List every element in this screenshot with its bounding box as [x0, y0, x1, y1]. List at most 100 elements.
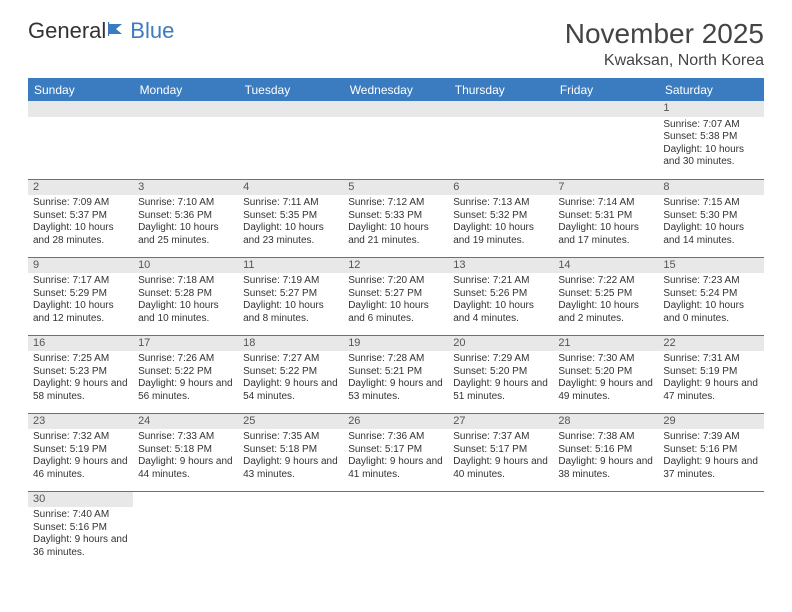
day-number: 26	[343, 414, 448, 430]
calendar-day-cell	[238, 491, 343, 569]
sunrise-text: Sunrise: 7:14 AM	[558, 197, 653, 210]
calendar-day-cell: 15Sunrise: 7:23 AMSunset: 5:24 PMDayligh…	[658, 257, 763, 335]
sunset-text: Sunset: 5:32 PM	[453, 210, 548, 223]
calendar-day-cell: 22Sunrise: 7:31 AMSunset: 5:19 PMDayligh…	[658, 335, 763, 413]
day-number: 19	[343, 336, 448, 352]
day-body: Sunrise: 7:39 AMSunset: 5:16 PMDaylight:…	[658, 429, 763, 484]
daylight-text: Daylight: 10 hours and 25 minutes.	[138, 222, 233, 247]
sunrise-text: Sunrise: 7:21 AM	[453, 275, 548, 288]
day-body: Sunrise: 7:28 AMSunset: 5:21 PMDaylight:…	[343, 351, 448, 406]
sunrise-text: Sunrise: 7:11 AM	[243, 197, 338, 210]
sunset-text: Sunset: 5:25 PM	[558, 288, 653, 301]
day-number: 18	[238, 336, 343, 352]
calendar-day-cell	[238, 101, 343, 179]
day-body: Sunrise: 7:32 AMSunset: 5:19 PMDaylight:…	[28, 429, 133, 484]
day-number-empty	[448, 101, 553, 117]
day-body: Sunrise: 7:23 AMSunset: 5:24 PMDaylight:…	[658, 273, 763, 328]
daylight-text: Daylight: 10 hours and 19 minutes.	[453, 222, 548, 247]
daylight-text: Daylight: 9 hours and 49 minutes.	[558, 378, 653, 403]
calendar-week-row: 16Sunrise: 7:25 AMSunset: 5:23 PMDayligh…	[28, 335, 764, 413]
daylight-text: Daylight: 10 hours and 2 minutes.	[558, 300, 653, 325]
day-body: Sunrise: 7:29 AMSunset: 5:20 PMDaylight:…	[448, 351, 553, 406]
day-body: Sunrise: 7:33 AMSunset: 5:18 PMDaylight:…	[133, 429, 238, 484]
calendar-day-cell: 1Sunrise: 7:07 AMSunset: 5:38 PMDaylight…	[658, 101, 763, 179]
sunset-text: Sunset: 5:33 PM	[348, 210, 443, 223]
day-body: Sunrise: 7:07 AMSunset: 5:38 PMDaylight:…	[658, 117, 763, 172]
calendar-day-cell: 23Sunrise: 7:32 AMSunset: 5:19 PMDayligh…	[28, 413, 133, 491]
calendar-week-row: 1Sunrise: 7:07 AMSunset: 5:38 PMDaylight…	[28, 101, 764, 179]
day-number: 15	[658, 258, 763, 274]
sunset-text: Sunset: 5:17 PM	[348, 444, 443, 457]
sunrise-text: Sunrise: 7:20 AM	[348, 275, 443, 288]
calendar-day-cell: 28Sunrise: 7:38 AMSunset: 5:16 PMDayligh…	[553, 413, 658, 491]
sunrise-text: Sunrise: 7:07 AM	[663, 119, 758, 132]
sunrise-text: Sunrise: 7:23 AM	[663, 275, 758, 288]
header: General Blue November 2025 Kwaksan, Nort…	[28, 18, 764, 70]
daylight-text: Daylight: 10 hours and 4 minutes.	[453, 300, 548, 325]
day-body: Sunrise: 7:25 AMSunset: 5:23 PMDaylight:…	[28, 351, 133, 406]
sunset-text: Sunset: 5:22 PM	[138, 366, 233, 379]
sunset-text: Sunset: 5:37 PM	[33, 210, 128, 223]
sunset-text: Sunset: 5:30 PM	[663, 210, 758, 223]
day-body: Sunrise: 7:27 AMSunset: 5:22 PMDaylight:…	[238, 351, 343, 406]
sunrise-text: Sunrise: 7:33 AM	[138, 431, 233, 444]
day-number: 6	[448, 180, 553, 196]
calendar-day-cell: 11Sunrise: 7:19 AMSunset: 5:27 PMDayligh…	[238, 257, 343, 335]
calendar-day-cell	[133, 101, 238, 179]
sunrise-text: Sunrise: 7:25 AM	[33, 353, 128, 366]
sunrise-text: Sunrise: 7:13 AM	[453, 197, 548, 210]
calendar-day-cell: 18Sunrise: 7:27 AMSunset: 5:22 PMDayligh…	[238, 335, 343, 413]
day-body: Sunrise: 7:40 AMSunset: 5:16 PMDaylight:…	[28, 507, 133, 562]
weekday-header-row: Sunday Monday Tuesday Wednesday Thursday…	[28, 79, 764, 101]
daylight-text: Daylight: 10 hours and 17 minutes.	[558, 222, 653, 247]
day-number: 2	[28, 180, 133, 196]
calendar-day-cell: 20Sunrise: 7:29 AMSunset: 5:20 PMDayligh…	[448, 335, 553, 413]
sunrise-text: Sunrise: 7:31 AM	[663, 353, 758, 366]
sunset-text: Sunset: 5:31 PM	[558, 210, 653, 223]
daylight-text: Daylight: 9 hours and 37 minutes.	[663, 456, 758, 481]
sunrise-text: Sunrise: 7:30 AM	[558, 353, 653, 366]
calendar-day-cell: 26Sunrise: 7:36 AMSunset: 5:17 PMDayligh…	[343, 413, 448, 491]
day-body: Sunrise: 7:19 AMSunset: 5:27 PMDaylight:…	[238, 273, 343, 328]
day-number-empty	[238, 101, 343, 117]
sunset-text: Sunset: 5:19 PM	[663, 366, 758, 379]
daylight-text: Daylight: 9 hours and 43 minutes.	[243, 456, 338, 481]
sunset-text: Sunset: 5:24 PM	[663, 288, 758, 301]
calendar-day-cell	[658, 491, 763, 569]
day-body: Sunrise: 7:38 AMSunset: 5:16 PMDaylight:…	[553, 429, 658, 484]
day-number: 29	[658, 414, 763, 430]
weekday-header: Tuesday	[238, 79, 343, 101]
day-number: 23	[28, 414, 133, 430]
sunset-text: Sunset: 5:20 PM	[558, 366, 653, 379]
sunset-text: Sunset: 5:16 PM	[663, 444, 758, 457]
daylight-text: Daylight: 9 hours and 47 minutes.	[663, 378, 758, 403]
flag-icon	[108, 22, 130, 41]
logo-text-2: Blue	[130, 18, 174, 44]
day-body: Sunrise: 7:13 AMSunset: 5:32 PMDaylight:…	[448, 195, 553, 250]
sunset-text: Sunset: 5:23 PM	[33, 366, 128, 379]
weekday-header: Saturday	[658, 79, 763, 101]
calendar-week-row: 2Sunrise: 7:09 AMSunset: 5:37 PMDaylight…	[28, 179, 764, 257]
sunset-text: Sunset: 5:26 PM	[453, 288, 548, 301]
calendar-day-cell: 9Sunrise: 7:17 AMSunset: 5:29 PMDaylight…	[28, 257, 133, 335]
daylight-text: Daylight: 10 hours and 0 minutes.	[663, 300, 758, 325]
sunrise-text: Sunrise: 7:10 AM	[138, 197, 233, 210]
calendar-day-cell: 8Sunrise: 7:15 AMSunset: 5:30 PMDaylight…	[658, 179, 763, 257]
sunrise-text: Sunrise: 7:28 AM	[348, 353, 443, 366]
sunrise-text: Sunrise: 7:17 AM	[33, 275, 128, 288]
calendar-day-cell: 25Sunrise: 7:35 AMSunset: 5:18 PMDayligh…	[238, 413, 343, 491]
sunrise-text: Sunrise: 7:26 AM	[138, 353, 233, 366]
day-body: Sunrise: 7:12 AMSunset: 5:33 PMDaylight:…	[343, 195, 448, 250]
sunset-text: Sunset: 5:28 PM	[138, 288, 233, 301]
daylight-text: Daylight: 9 hours and 36 minutes.	[33, 534, 128, 559]
calendar-day-cell: 16Sunrise: 7:25 AMSunset: 5:23 PMDayligh…	[28, 335, 133, 413]
daylight-text: Daylight: 10 hours and 23 minutes.	[243, 222, 338, 247]
day-body: Sunrise: 7:17 AMSunset: 5:29 PMDaylight:…	[28, 273, 133, 328]
weekday-header: Wednesday	[343, 79, 448, 101]
sunset-text: Sunset: 5:36 PM	[138, 210, 233, 223]
sunset-text: Sunset: 5:20 PM	[453, 366, 548, 379]
calendar-week-row: 23Sunrise: 7:32 AMSunset: 5:19 PMDayligh…	[28, 413, 764, 491]
sunset-text: Sunset: 5:29 PM	[33, 288, 128, 301]
calendar-day-cell	[553, 491, 658, 569]
day-body: Sunrise: 7:21 AMSunset: 5:26 PMDaylight:…	[448, 273, 553, 328]
